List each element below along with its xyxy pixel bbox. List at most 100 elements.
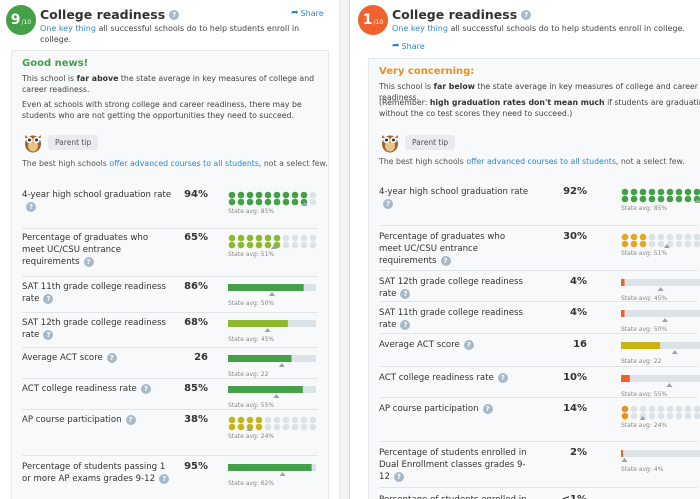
rating-value: 9 (10, 12, 21, 28)
dot-mark (666, 233, 674, 241)
subtitle-text: all successful schools do to help studen… (40, 24, 300, 44)
desc-text: (Remember: (379, 98, 430, 107)
help-icon[interactable]: ? (400, 288, 411, 299)
help-icon[interactable]: ? (159, 473, 170, 484)
dot-mark (630, 405, 638, 413)
metric-gauge (621, 188, 700, 203)
dot-mark (282, 241, 290, 249)
help-icon[interactable]: ? (393, 471, 404, 482)
share-button[interactable]: ➦ Share (291, 8, 324, 18)
dot-mark (228, 423, 236, 431)
one-key-thing-link[interactable]: One key thing (392, 24, 448, 33)
advanced-courses-link[interactable]: offer advanced courses to all students (466, 157, 616, 166)
dot-mark (666, 405, 674, 413)
advanced-courses-link[interactable]: offer advanced courses to all students (109, 159, 259, 168)
state-average-caption: State avg: 55% (621, 391, 668, 398)
dot-mark (309, 423, 317, 431)
dot-mark (228, 198, 236, 206)
dot-mark (639, 188, 647, 196)
metric-label: SAT 12th grade college readiness rate? (22, 318, 166, 340)
dot-mark (264, 234, 272, 242)
tip-text: The best high schools (22, 159, 110, 168)
metric-label: 4-year high school graduation rate? (22, 190, 172, 212)
bar-fill (228, 386, 303, 393)
one-key-thing-link[interactable]: One key thing (40, 24, 96, 33)
dot-mark (255, 416, 263, 424)
metric-visual: State avg: 45% (228, 319, 318, 343)
parent-tip-text: The best high schools offer advanced cou… (22, 159, 328, 168)
parent-tip-text: The best high schools offer advanced cou… (379, 157, 685, 166)
desc-text: This school is (379, 82, 434, 91)
help-icon[interactable]: ? (125, 414, 136, 425)
metric-gauge (621, 279, 700, 291)
metric-visual: State avg: 51% (228, 234, 318, 258)
metric-value: 2% (570, 447, 587, 458)
verdict-heading: Good news! (22, 58, 89, 69)
dot-mark (273, 191, 281, 199)
metric-label: Percentage of students passing 1 or more… (22, 461, 172, 485)
help-icon[interactable]: ? (43, 329, 54, 340)
state-average-caption: State avg: 22 (228, 371, 269, 378)
dot-mark (237, 416, 245, 424)
help-icon[interactable]: ? (400, 319, 411, 330)
help-icon[interactable]: ? (463, 339, 474, 350)
dot-mark (237, 198, 245, 206)
dot-mark (693, 188, 700, 196)
help-icon[interactable]: ? (169, 9, 180, 20)
metric-label: AP course participation? (22, 414, 172, 426)
metric-visual: State avg: 85% (228, 191, 318, 215)
dot-mark (630, 412, 638, 420)
metric-gauge (621, 450, 700, 462)
dot-mark (291, 241, 299, 249)
section-subtitle: One key thing all successful schools do … (392, 23, 692, 34)
section-title: College readiness (392, 7, 518, 22)
row-separator (22, 409, 318, 410)
help-icon[interactable]: ? (521, 9, 532, 20)
help-icon[interactable]: ? (106, 352, 117, 363)
help-icon[interactable]: ? (482, 403, 493, 414)
dot-mark (264, 241, 272, 249)
dot-mark (273, 423, 281, 431)
metric-label: Average ACT score? (22, 352, 172, 364)
college-readiness-panel-left: 9/10 College readiness ? One key thing a… (0, 0, 340, 499)
dot-mark (264, 191, 272, 199)
metric-value: 86% (184, 281, 208, 292)
metric-value: 10% (563, 372, 587, 383)
dot-mark (255, 423, 263, 431)
help-icon[interactable]: ? (440, 255, 451, 266)
metric-label: SAT 11th grade college readiness rate? (379, 308, 523, 330)
help-icon[interactable]: ? (43, 293, 54, 304)
metric-gauge (228, 355, 316, 367)
state-average-marker (666, 383, 673, 387)
parent-tip: Parent tip (22, 131, 99, 153)
dot-mark (684, 412, 692, 420)
help-icon[interactable]: ? (83, 256, 94, 267)
section-title: College readiness (40, 7, 166, 22)
metric-label: AP course participation? (379, 403, 529, 415)
state-average-marker (279, 472, 286, 476)
share-button[interactable]: ➦ Share (392, 41, 425, 51)
dot-mark (675, 233, 683, 241)
parent-tip: Parent tip (379, 131, 456, 153)
dot-mark (621, 405, 629, 413)
dot-mark (237, 191, 245, 199)
state-average-marker (278, 363, 285, 367)
desc-text: the state average in key measures of col… (379, 82, 699, 102)
panel-header: 1/10 College readiness ? One key thing a… (350, 0, 700, 52)
metric-label: 4-year high school graduation rate? (379, 187, 529, 209)
dot-mark (648, 412, 656, 420)
help-icon[interactable]: ? (383, 198, 393, 209)
help-icon[interactable]: ? (26, 201, 36, 212)
help-icon[interactable]: ? (497, 372, 508, 383)
parent-tip-label: Parent tip (405, 134, 456, 150)
college-readiness-panel-right: 1/10 College readiness ? One key thing a… (349, 0, 700, 499)
metric-value: 68% (184, 317, 208, 328)
dot-mark (648, 240, 656, 248)
help-icon[interactable]: ? (140, 383, 151, 394)
dot-mark (300, 234, 308, 242)
metric-value: <1% (562, 494, 587, 499)
dot-mark (648, 405, 656, 413)
dot-mark (639, 412, 647, 420)
subtitle-text: all successful schools do to help studen… (447, 24, 685, 33)
state-average-marker (694, 199, 700, 203)
